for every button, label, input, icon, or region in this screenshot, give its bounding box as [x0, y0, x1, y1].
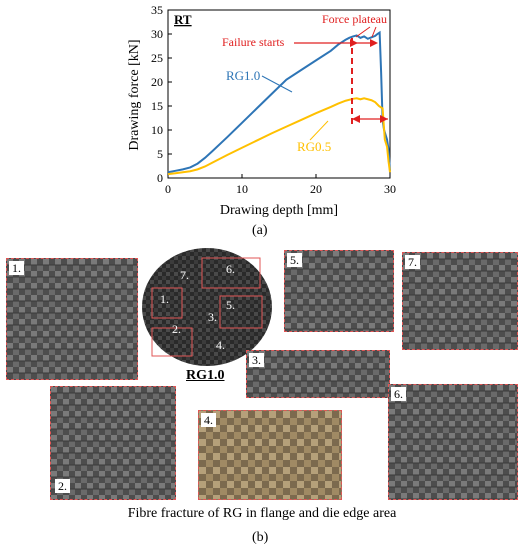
y-tick-label: 35: [151, 3, 163, 17]
micrograph-panel-3: 3.: [246, 350, 390, 398]
weave-texture: [389, 385, 517, 499]
y-tick-label: 0: [157, 171, 163, 185]
disc-label-6: 6.: [226, 262, 235, 276]
micrograph-panel-1: 1.: [6, 258, 138, 380]
series-label-rg0.5: RG0.5: [297, 139, 331, 154]
chart-title: RT: [174, 12, 192, 27]
caption-a: (a): [252, 223, 268, 238]
weave-texture: [403, 253, 517, 349]
series-label-rg1.0: RG1.0: [226, 68, 260, 83]
panel-label-6: 6.: [391, 387, 406, 401]
micrograph-panel-5: 5.: [284, 250, 394, 332]
weave-texture: [7, 259, 137, 379]
panel-label-3: 3.: [249, 353, 264, 367]
weave-texture: [51, 387, 175, 499]
disc-label-2: 2.: [172, 322, 181, 336]
plateau-arrow-upper-head: [370, 39, 378, 47]
series-label-arrow-rg1.0: [261, 75, 293, 93]
disc-label-1: 1.: [160, 292, 169, 306]
disc-label-3: 3.: [208, 310, 217, 324]
y-tick-label: 5: [157, 147, 163, 161]
micrograph-panel-2: 2.: [50, 386, 176, 500]
series-label-arrow-rg0.5: [309, 120, 329, 141]
series-line-rg0.5: [167, 97, 391, 176]
disc-label-7: 7.: [180, 268, 189, 282]
x-tick-label: 10: [236, 182, 248, 196]
y-tick-label: 10: [151, 123, 163, 137]
weave-texture: [285, 251, 393, 331]
x-tick-label: 0: [165, 182, 171, 196]
annotation-group: Force plateau Failure starts: [222, 12, 388, 124]
disc-region-outlines: [151, 257, 263, 357]
panel-label-4: 4.: [201, 413, 216, 427]
annotation-force-plateau: Force plateau: [322, 12, 387, 26]
panel-label-1: 1.: [9, 261, 24, 275]
micrograph-panel-6: 6.: [388, 384, 518, 500]
y-tick-label: 25: [151, 51, 163, 65]
series-line-rg1.0: [167, 30, 391, 174]
y-axis-label: Drawing force [kN]: [127, 39, 142, 150]
panel-label-2: 2.: [55, 479, 70, 493]
specimen-disc-photo: [142, 248, 272, 366]
x-axis-label: Drawing depth [mm]: [220, 203, 338, 218]
annotation-failure-starts: Failure starts: [222, 35, 285, 49]
panel-label-7: 7.: [405, 255, 420, 269]
y-tick-label: 20: [151, 75, 163, 89]
micrograph-panel-4: 4.: [198, 410, 342, 500]
y-tick-label: 15: [151, 99, 163, 113]
plateau-arrow-lower-head-left: [352, 115, 360, 123]
figure-b-caption: Fibre fracture of RG in flange and die e…: [127, 506, 397, 521]
center-specimen-label: RG1.0: [186, 368, 225, 383]
x-tick-label: 20: [310, 182, 322, 196]
weave-texture: [199, 411, 341, 499]
disc-label-4: 4.: [216, 338, 225, 352]
x-tick-label: 30: [384, 182, 396, 196]
specimen-disc-wrapper: 1. 2. 3. 4. 5. 6. 7.: [142, 248, 272, 366]
weave-texture: [247, 351, 389, 397]
plateau-pointer-1: [355, 26, 371, 38]
panel-label-5: 5.: [287, 253, 302, 267]
disc-label-5: 5.: [226, 298, 235, 312]
micrograph-panel-7: 7.: [402, 252, 518, 350]
caption-b: (b): [252, 530, 269, 545]
plot-frame: [167, 9, 391, 179]
force-depth-chart: 0 5 10 15 20 25 30 35 0 10 20 30 RT Drawing force …: [127, 3, 396, 218]
y-tick-label: 30: [151, 27, 163, 41]
plateau-arrow-lower-head-right: [380, 115, 388, 123]
plateau-pointer-2: [371, 26, 377, 38]
